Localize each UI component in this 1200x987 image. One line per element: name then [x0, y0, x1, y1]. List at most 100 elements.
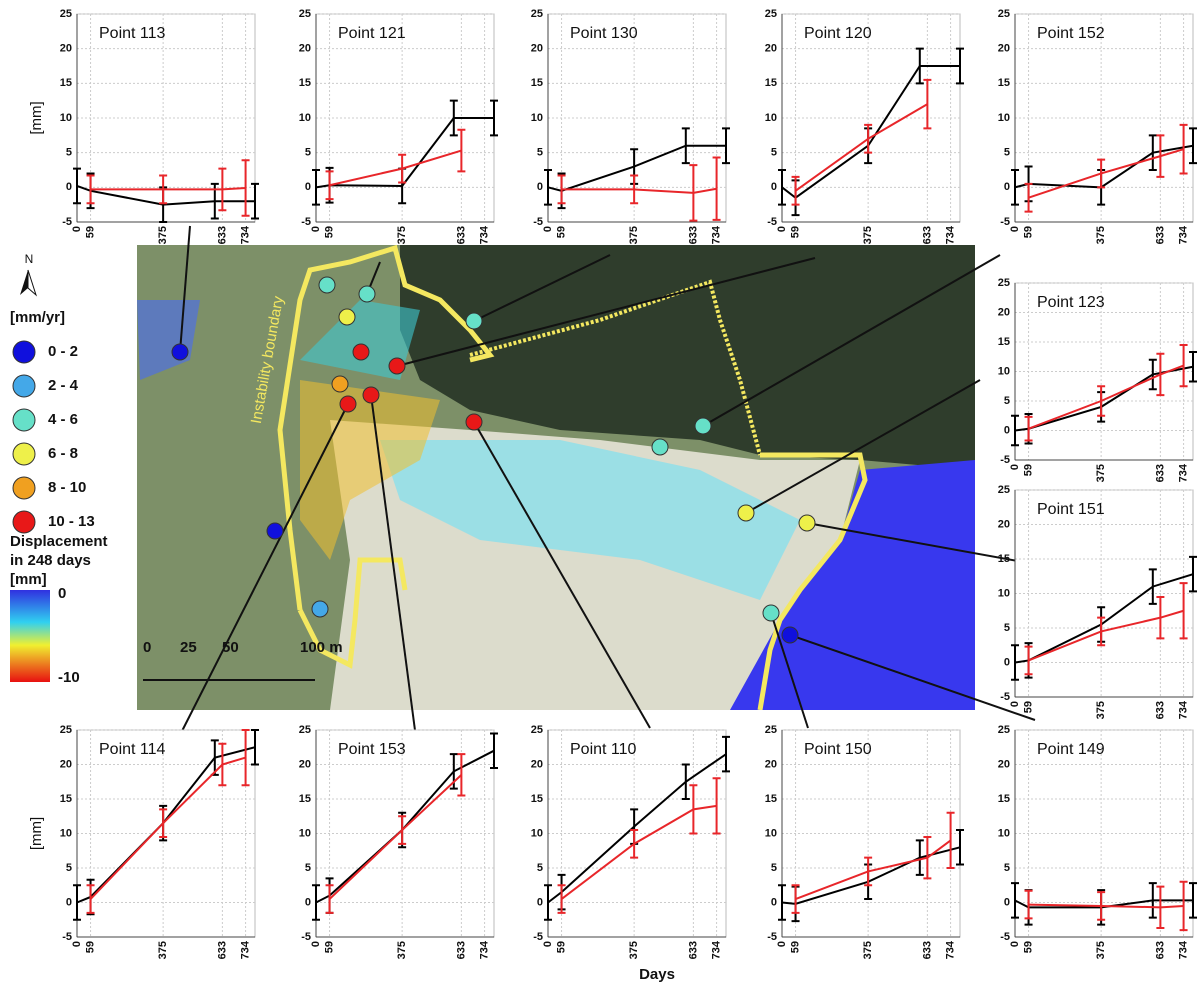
error-bar: [712, 156, 721, 221]
y-tick-label: -5: [62, 931, 72, 943]
error-bar: [398, 153, 407, 184]
error-bar: [457, 128, 466, 173]
x-tick-label: 0: [310, 941, 322, 947]
point: [318, 276, 336, 294]
error-bar: [1024, 889, 1033, 920]
x-tick-label: 0: [310, 226, 322, 232]
boundary-dotted: [469, 279, 762, 456]
error-bar: [1179, 343, 1188, 388]
connector: [745, 379, 981, 514]
error-bar: [1179, 880, 1188, 932]
y-tick-label: 25: [998, 724, 1010, 736]
x-tick-label: 0: [1009, 464, 1021, 470]
y-tick-label: 10: [299, 827, 311, 839]
y-tick-label: 15: [531, 77, 543, 89]
y-tick-label: 10: [531, 827, 543, 839]
y-tick-label: 15: [299, 793, 311, 805]
y-tick-label: 10: [531, 112, 543, 124]
y-tick-label: 20: [998, 518, 1010, 530]
error-bar: [681, 127, 690, 165]
series-line: [1028, 148, 1184, 199]
y-tick-label: 25: [531, 724, 543, 736]
error-bar: [915, 47, 924, 85]
x-tick-label: 59: [555, 941, 567, 953]
error-bar: [73, 884, 81, 921]
x-tick-label: 0: [1009, 226, 1021, 232]
error-bar: [1156, 352, 1165, 397]
error-bar: [1148, 134, 1157, 171]
x-tick-label: 633: [687, 226, 699, 244]
y-tick-label: 5: [305, 147, 311, 159]
legend-label: 2 - 4: [48, 377, 79, 394]
y-tick-label: 10: [998, 827, 1010, 839]
y-tick-label: 20: [60, 758, 72, 770]
y-tick-label: -5: [767, 931, 777, 943]
error-bar: [457, 753, 466, 797]
series-line: [795, 839, 952, 900]
x-tick-label: 0: [542, 941, 554, 947]
y-tick-label: 20: [60, 43, 72, 55]
y-tick-label: 0: [66, 896, 72, 908]
series-line: [1028, 364, 1184, 430]
chart-title: Point 110: [570, 741, 637, 758]
boundary: [277, 245, 495, 611]
error-bar: [1024, 415, 1033, 442]
connector: [806, 522, 1041, 566]
y-tick-label: 10: [299, 112, 311, 124]
x-tick-label: 633: [216, 941, 228, 959]
x-tick-label: 633: [455, 941, 467, 959]
fast-zone: [300, 300, 420, 380]
error-bar: [1024, 182, 1033, 213]
point: [331, 375, 349, 393]
scale-label: 50: [222, 639, 239, 656]
error-bar: [86, 174, 95, 205]
y-tick-label: 20: [299, 758, 311, 770]
x-tick-label: 375: [628, 226, 640, 244]
point: [266, 522, 284, 540]
series-line: [89, 756, 246, 900]
legend-label: 10 - 13: [48, 513, 95, 530]
error-bar: [923, 78, 932, 130]
x-tick-label: 59: [323, 941, 335, 953]
y-tick-label: 20: [765, 758, 777, 770]
y-tick-label: -5: [1000, 216, 1010, 228]
error-bar: [689, 784, 698, 835]
x-tick-label: 375: [157, 941, 169, 959]
y-tick-label: 0: [1004, 656, 1010, 668]
forest: [400, 245, 975, 470]
blue-patch: [137, 300, 200, 380]
y-tick-label: 20: [765, 43, 777, 55]
y-tick-label: 25: [998, 484, 1010, 496]
chart-title: Point 152: [1037, 25, 1105, 42]
x-tick-label: 734: [1177, 225, 1189, 244]
x-tick-label: 734: [944, 940, 956, 959]
y-tick-label: 5: [771, 862, 777, 874]
point: [781, 626, 799, 644]
x-tick-label: 59: [1022, 701, 1034, 713]
error-bar: [1024, 645, 1033, 676]
y-tick-label: 5: [537, 862, 543, 874]
y-tick-label: 15: [998, 336, 1010, 348]
connector: [396, 257, 816, 367]
x-tick-label: 734: [710, 940, 722, 959]
y-tick-label: 10: [60, 112, 72, 124]
x-tick-label: 0: [776, 226, 788, 232]
y-tick-label: 25: [299, 724, 311, 736]
boundary: [757, 452, 868, 710]
error-bar: [73, 167, 81, 205]
x-tick-label: 734: [239, 225, 251, 244]
y-tick-label: 5: [305, 862, 311, 874]
x-tick-label: 0: [1009, 701, 1021, 707]
error-bar: [544, 884, 552, 921]
error-bar: [1097, 891, 1106, 921]
point: [465, 413, 483, 431]
x-tick-label: 0: [1009, 941, 1021, 947]
error-bar: [864, 856, 873, 887]
y-tick-label: 15: [299, 77, 311, 89]
scale-label: 25: [180, 639, 197, 656]
connector: [370, 394, 417, 739]
x-tick-label: 375: [396, 941, 408, 959]
error-bar: [251, 182, 259, 220]
error-bar: [778, 169, 786, 206]
connector: [473, 254, 611, 322]
